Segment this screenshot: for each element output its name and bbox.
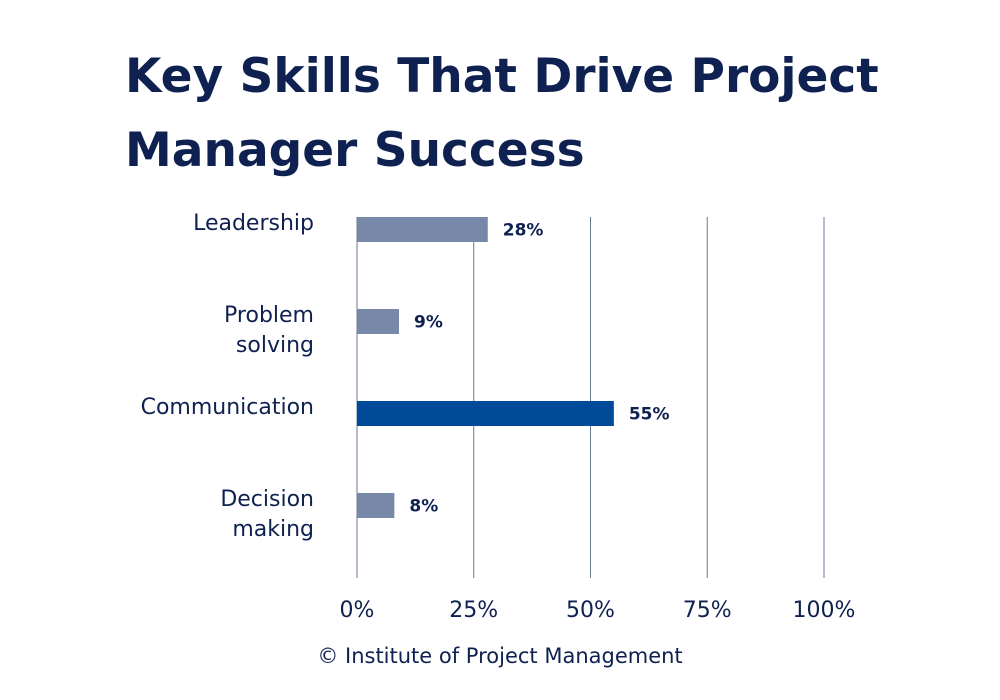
category-label: Leadership <box>182 209 314 239</box>
bar <box>357 493 395 518</box>
source-note: © Institute of Project Management <box>317 644 683 668</box>
value-label: 8% <box>409 497 438 517</box>
bar <box>357 401 614 426</box>
x-tick-label: 25% <box>449 598 498 623</box>
category-text: Problem solving <box>224 303 314 358</box>
x-tick-label: 0% <box>340 598 375 623</box>
bar <box>357 217 488 242</box>
value-label: 28% <box>503 221 544 241</box>
bar <box>357 309 400 334</box>
category-text: Leadership <box>193 211 314 236</box>
value-label: 55% <box>629 405 670 425</box>
category-text: Communication <box>140 395 314 420</box>
x-tick-label: 100% <box>793 598 856 623</box>
category-label: Communication <box>141 393 314 423</box>
value-label: 9% <box>414 313 443 333</box>
x-tick-label: 75% <box>683 598 732 623</box>
x-tick-label: 50% <box>566 598 615 623</box>
category-text: Decision making <box>220 487 314 542</box>
chart-title: Key Skills That Drive Project Manager Su… <box>125 49 879 178</box>
category-label: Decision making <box>182 485 314 545</box>
category-label: Problem solving <box>182 301 314 361</box>
